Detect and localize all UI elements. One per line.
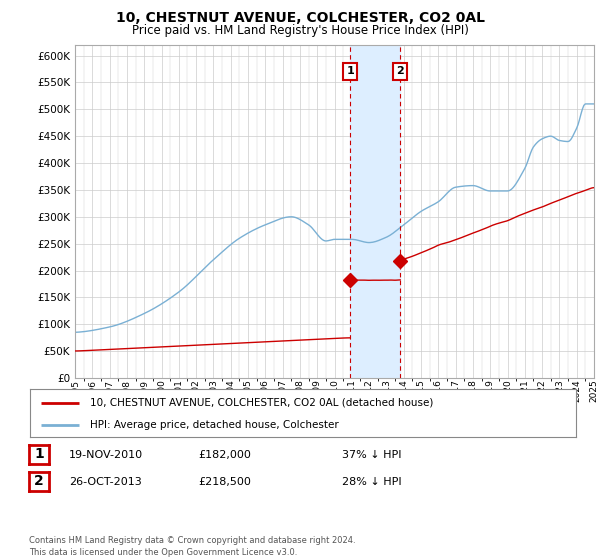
Text: 37% ↓ HPI: 37% ↓ HPI bbox=[342, 450, 401, 460]
Text: Price paid vs. HM Land Registry's House Price Index (HPI): Price paid vs. HM Land Registry's House … bbox=[131, 24, 469, 36]
Text: Contains HM Land Registry data © Crown copyright and database right 2024.
This d: Contains HM Land Registry data © Crown c… bbox=[29, 536, 355, 557]
Text: 1: 1 bbox=[34, 447, 44, 461]
Text: £182,000: £182,000 bbox=[198, 450, 251, 460]
Text: £218,500: £218,500 bbox=[198, 477, 251, 487]
Bar bbox=[350, 45, 400, 378]
Text: 28% ↓ HPI: 28% ↓ HPI bbox=[342, 477, 401, 487]
Text: 1: 1 bbox=[346, 67, 354, 77]
Text: 10, CHESTNUT AVENUE, COLCHESTER, CO2 0AL (detached house): 10, CHESTNUT AVENUE, COLCHESTER, CO2 0AL… bbox=[90, 398, 433, 408]
Text: 19-NOV-2010: 19-NOV-2010 bbox=[69, 450, 143, 460]
Text: 10, CHESTNUT AVENUE, COLCHESTER, CO2 0AL: 10, CHESTNUT AVENUE, COLCHESTER, CO2 0AL bbox=[115, 11, 485, 25]
Text: HPI: Average price, detached house, Colchester: HPI: Average price, detached house, Colc… bbox=[90, 420, 339, 430]
Text: 2: 2 bbox=[34, 474, 44, 488]
Text: 2: 2 bbox=[397, 67, 404, 77]
Text: 26-OCT-2013: 26-OCT-2013 bbox=[69, 477, 142, 487]
